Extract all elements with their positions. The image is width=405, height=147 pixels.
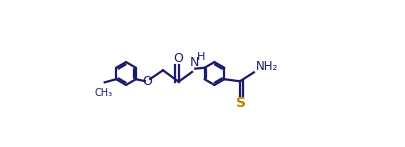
Text: O: O — [142, 75, 152, 88]
Text: CH₃: CH₃ — [94, 88, 113, 98]
Text: N: N — [189, 56, 198, 70]
Text: S: S — [236, 96, 246, 110]
Text: NH₂: NH₂ — [255, 60, 277, 73]
Text: H: H — [196, 52, 205, 62]
Text: O: O — [173, 52, 183, 65]
